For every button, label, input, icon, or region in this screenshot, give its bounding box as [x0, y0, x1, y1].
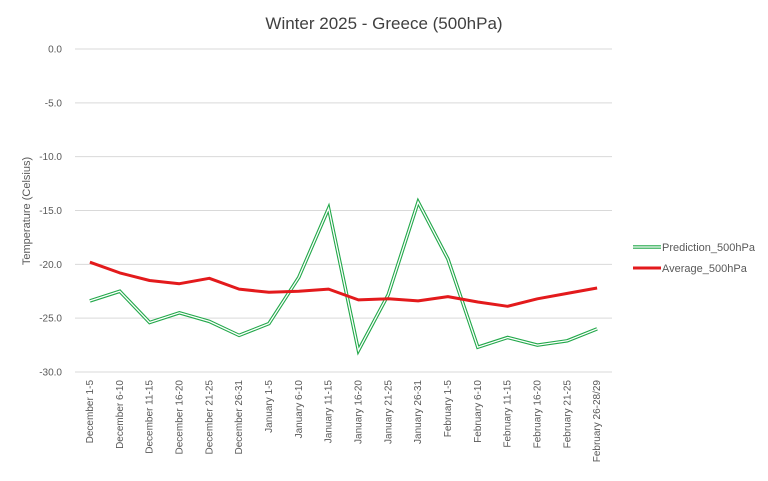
- x-tick-label: December 1-5: [85, 380, 96, 444]
- series-prediction-500hpa: [89, 197, 598, 356]
- y-tick-labels: 0.0 -5.0 -10.0 -15.0 -20.0 -25.0 -30.0: [39, 45, 62, 379]
- y-tick-label: -10.0: [39, 152, 62, 163]
- x-tick-label: January 6-10: [294, 380, 305, 439]
- x-tick-label: February 26-28/29: [592, 380, 603, 463]
- legend-label: Prediction_500hPa: [662, 242, 756, 254]
- x-tick-label: February 6-10: [473, 380, 484, 443]
- y-tick-label: -20.0: [39, 260, 62, 271]
- gridlines: [75, 48, 612, 373]
- series-lines: [89, 197, 598, 356]
- x-tick-label: December 16-20: [174, 380, 185, 455]
- x-tick-label: December 11-15: [145, 380, 156, 454]
- series-line: [89, 260, 598, 308]
- y-tick-label: -30.0: [39, 368, 62, 379]
- x-tick-label: February 11-15: [503, 380, 514, 448]
- x-tick-label: February 1-5: [443, 380, 454, 438]
- y-axis-label: Temperature (Celsius): [21, 157, 33, 265]
- x-tick-label: December 6-10: [115, 380, 126, 449]
- x-tick-label: January 26-31: [413, 380, 424, 444]
- legend-label: Average_500hPa: [662, 263, 748, 275]
- legend: Prediction_500hPa Average_500hPa: [633, 242, 756, 275]
- y-tick-label: -25.0: [39, 314, 62, 325]
- series-line-outer: [89, 197, 598, 356]
- x-tick-label: January 1-5: [264, 380, 275, 433]
- legend-item: Average_500hPa: [633, 263, 748, 275]
- y-tick-label: 0.0: [48, 45, 62, 56]
- chart-title: Winter 2025 - Greece (500hPa): [265, 14, 502, 33]
- x-tick-label: February 21-25: [562, 380, 573, 449]
- y-tick-label: -5.0: [45, 98, 63, 109]
- x-tick-labels: December 1-5 December 6-10 December 11-15 D…: [85, 380, 603, 463]
- series-average-500hpa: [89, 260, 598, 308]
- y-tick-label: -15.0: [39, 206, 62, 217]
- x-tick-label: January 21-25: [383, 380, 394, 444]
- series-line-inner: [89, 200, 598, 353]
- x-tick-label: December 26-31: [234, 380, 245, 455]
- x-tick-label: January 16-20: [353, 380, 364, 444]
- x-tick-label: January 11-15: [324, 380, 335, 444]
- x-tick-label: December 21-25: [204, 380, 215, 455]
- legend-item: Prediction_500hPa: [633, 242, 756, 254]
- x-tick-label: February 16-20: [532, 380, 543, 449]
